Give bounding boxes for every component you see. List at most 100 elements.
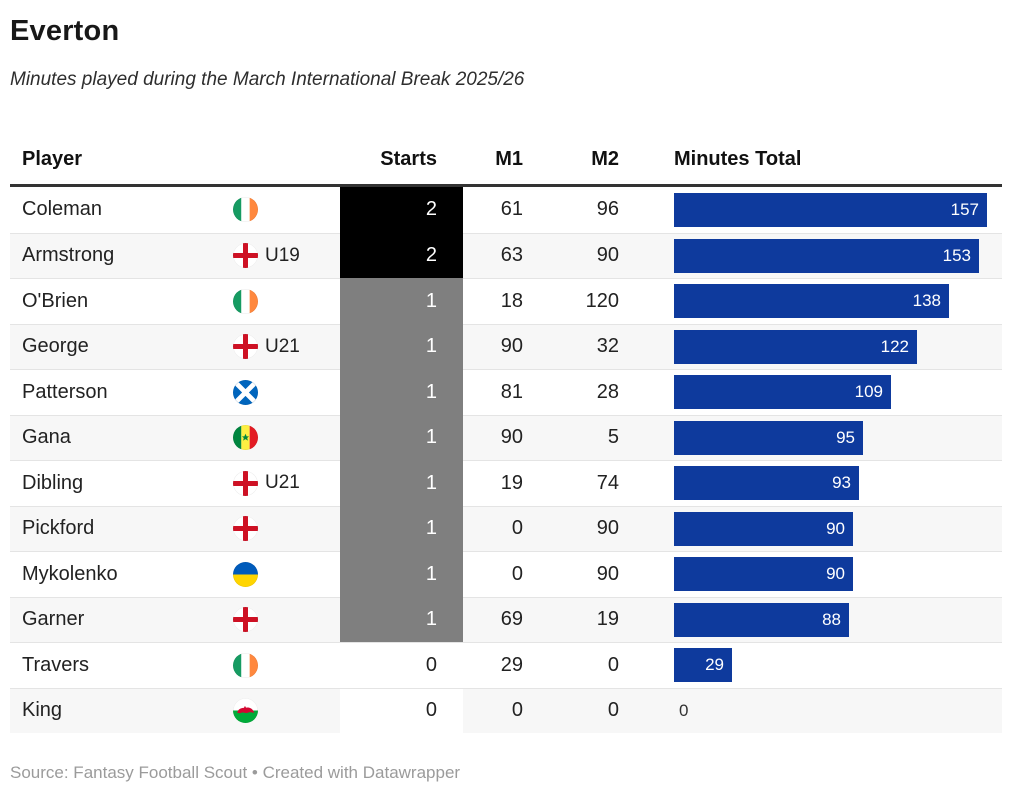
- column-header-minutes-total: Minutes Total: [674, 147, 802, 170]
- ireland-flag-icon: [233, 652, 258, 678]
- player-name: Gana: [22, 426, 71, 449]
- nationality-cell: [233, 379, 340, 405]
- player-name: King: [22, 699, 63, 722]
- player-name: Dibling: [22, 471, 84, 494]
- table-row: Dibling U21 1 19 74 93: [10, 460, 1002, 506]
- bar-value-label: 0: [679, 700, 689, 720]
- m1-value: 0: [511, 699, 523, 722]
- bar-value-label: 157: [950, 199, 979, 219]
- starts-cell: 0: [340, 643, 463, 688]
- player-name: Mykolenko: [22, 562, 118, 585]
- senegal-flag-icon: [233, 425, 258, 451]
- minutes-total-bar: 109: [674, 375, 891, 410]
- m2-value: 90: [596, 562, 619, 585]
- table-row: O'Brien 1 18 120 138: [10, 278, 1002, 324]
- starts-cell: 1: [340, 279, 463, 324]
- m2-value: 120: [585, 289, 619, 312]
- nationality-cell: [233, 197, 340, 223]
- player-name: Garner: [22, 608, 85, 631]
- england-flag-icon: [233, 470, 258, 496]
- nationality-cell: [233, 516, 340, 542]
- minutes-total-bar: 90: [674, 557, 853, 592]
- bar-value-label: 90: [826, 518, 845, 538]
- player-name: Armstrong: [22, 244, 115, 267]
- bar-value-label: 90: [826, 564, 845, 584]
- minutes-total-cell: 157: [619, 192, 1002, 227]
- m1-value: 18: [500, 289, 523, 312]
- m2-value: 5: [607, 426, 619, 449]
- england-flag-icon: [233, 243, 258, 269]
- minutes-total-cell: 109: [619, 375, 1002, 410]
- table-header-row: Player Starts M1 M2 Minutes Total: [10, 134, 1002, 187]
- m2-value: 0: [607, 699, 619, 722]
- minutes-total-cell: 88: [619, 602, 1002, 637]
- nationality-cell: [233, 607, 340, 633]
- nationality-cell: U21: [233, 334, 340, 360]
- minutes-total-cell: 95: [619, 420, 1002, 455]
- minutes-total-cell: 93: [619, 466, 1002, 501]
- ukraine-flag-icon: [233, 561, 258, 587]
- m1-value: 81: [500, 380, 523, 403]
- m2-value: 0: [607, 653, 619, 676]
- age-group-label: U19: [265, 244, 300, 266]
- starts-cell: 1: [340, 415, 463, 460]
- table-row: Pickford 1 0 90 90: [10, 505, 1002, 551]
- starts-cell: 2: [340, 233, 463, 278]
- chart-subtitle: Minutes played during the March Internat…: [10, 69, 525, 90]
- starts-cell: 1: [340, 506, 463, 551]
- minutes-total-bar: 95: [674, 420, 863, 455]
- m2-value: 32: [596, 335, 619, 358]
- minutes-total-cell: 90: [619, 557, 1002, 592]
- table-row: Armstrong U19 2 63 90 153: [10, 232, 1002, 278]
- column-header-starts: Starts: [380, 147, 437, 170]
- ireland-flag-icon: [233, 288, 258, 314]
- minutes-total-cell: 29: [619, 648, 1002, 683]
- table-row: Travers 0 29 0 29: [10, 642, 1002, 688]
- bar-value-label: 93: [832, 473, 851, 493]
- player-name: O'Brien: [22, 289, 89, 312]
- starts-cell: 1: [340, 324, 463, 369]
- bar-value-label: 138: [912, 291, 941, 311]
- ireland-flag-icon: [233, 197, 258, 223]
- chart-container: Everton Minutes played during the March …: [0, 14, 1024, 783]
- nationality-cell: [233, 652, 340, 678]
- player-name: Travers: [22, 653, 90, 676]
- table-row: Coleman 2 61 96 157: [10, 187, 1002, 233]
- m1-value: 19: [500, 471, 523, 494]
- player-name: George: [22, 335, 89, 358]
- table-row: Patterson 1 81 28 109: [10, 369, 1002, 415]
- starts-cell: 1: [340, 552, 463, 597]
- table-row: Mykolenko 1 0 90 90: [10, 551, 1002, 597]
- m1-value: 90: [500, 335, 523, 358]
- nationality-cell: U21: [233, 470, 340, 496]
- starts-cell: 2: [340, 187, 463, 233]
- age-group-label: U21: [265, 335, 300, 357]
- bar-value-label: 122: [880, 336, 909, 356]
- m2-value: 19: [596, 608, 619, 631]
- table-body: Coleman 2 61 96 157 Armstrong U19 2 63 90 153 O'Bri…: [10, 187, 1002, 733]
- players-table: Player Starts M1 M2 Minutes Total Colema…: [10, 134, 1002, 733]
- chart-title: Everton: [10, 15, 120, 47]
- nationality-cell: [233, 288, 340, 314]
- england-flag-icon: [233, 334, 258, 360]
- nationality-cell: [233, 561, 340, 587]
- england-flag-icon: [233, 607, 258, 633]
- minutes-total-cell: 90: [619, 511, 1002, 546]
- m2-value: 74: [596, 471, 619, 494]
- nationality-cell: [233, 698, 340, 724]
- starts-cell: 0: [340, 688, 463, 733]
- m1-value: 0: [511, 562, 523, 585]
- minutes-total-cell: 138: [619, 284, 1002, 319]
- nationality-cell: U19: [233, 243, 340, 269]
- m1-value: 90: [500, 426, 523, 449]
- scotland-flag-icon: [233, 379, 258, 405]
- minutes-total-bar: 153: [674, 238, 979, 273]
- minutes-total-bar: 122: [674, 329, 917, 364]
- m2-value: 90: [596, 517, 619, 540]
- starts-cell: 1: [340, 461, 463, 506]
- bar-value-label: 29: [705, 655, 724, 675]
- column-header-player: Player: [22, 147, 83, 170]
- column-header-m1: M1: [495, 147, 523, 170]
- starts-cell: 1: [340, 597, 463, 642]
- wales-flag-icon: [233, 698, 258, 724]
